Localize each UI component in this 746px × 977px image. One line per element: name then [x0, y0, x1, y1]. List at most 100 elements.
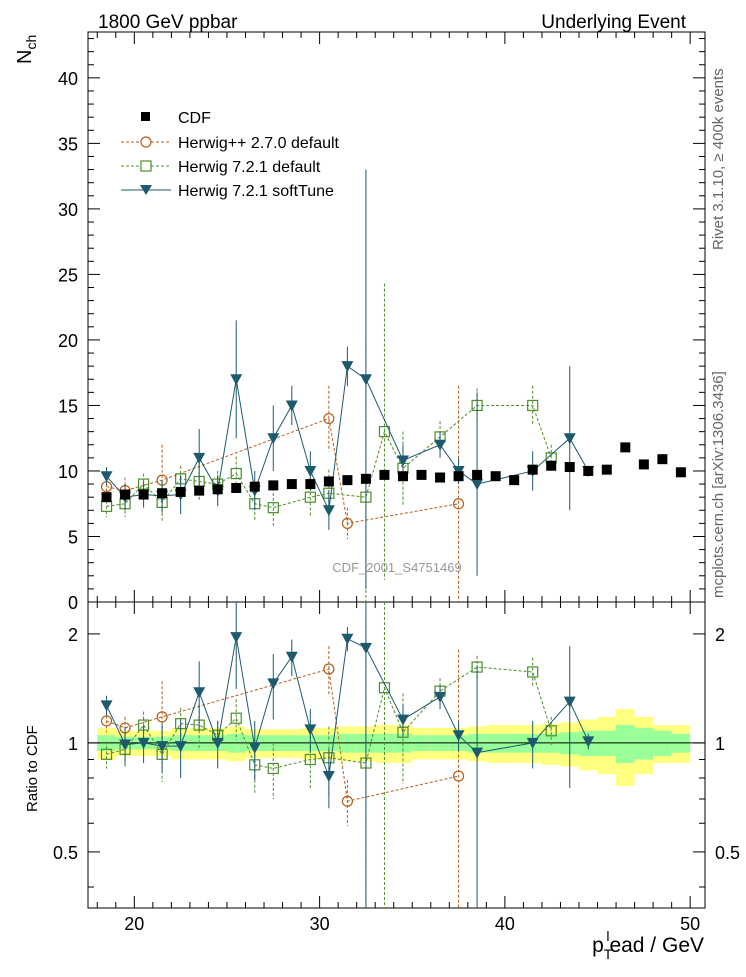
data-point: [305, 479, 316, 490]
data-point: [230, 467, 242, 480]
main-y-axis-label-sub: ch: [23, 35, 39, 50]
side-label-bottom: mcplots.cern.ch [arXiv:1306.3436]: [710, 371, 727, 598]
legend-label-herwig7-softtune: Herwig 7.2.1 softTune: [178, 183, 334, 200]
data-point: [323, 663, 335, 675]
ratio-band-stat: [634, 727, 654, 760]
main-y-tick-label: 5: [68, 527, 78, 547]
x-tick-label: 30: [310, 914, 330, 934]
data-point: [285, 651, 298, 663]
ratio-panel-data: [100, 602, 595, 908]
x-axis-label-rest: ead / GeV: [609, 934, 704, 957]
legend-marker-cdf: [141, 112, 150, 121]
data-point: [341, 517, 353, 529]
legend-item-herwig7-default: Herwig 7.2.1 default: [121, 159, 321, 176]
data-point: [342, 475, 353, 486]
x-tick-label: 40: [495, 914, 515, 934]
data-point: [119, 739, 132, 751]
header-left-title: 1800 GeV ppbar: [98, 12, 238, 33]
ratio-band-stat: [616, 725, 635, 764]
data-point: [120, 489, 131, 500]
data-point: [249, 481, 260, 492]
data-point: [396, 714, 409, 726]
data-point: [526, 737, 539, 749]
data-point: [434, 439, 447, 451]
data-point: [194, 485, 205, 496]
main-series-3: [100, 169, 595, 589]
data-point: [360, 473, 371, 484]
legend-label-herwig7-default: Herwig 7.2.1 default: [178, 159, 321, 176]
data-point: [359, 642, 372, 654]
main-panel-data: [100, 169, 686, 602]
data-point: [267, 678, 280, 690]
data-point: [452, 730, 465, 742]
ratio-y-tick-label: 0.5: [53, 843, 78, 863]
data-point: [285, 400, 298, 412]
ratio-band-stat: [597, 730, 617, 757]
data-point: [396, 455, 409, 467]
series-line: [106, 637, 589, 779]
data-point: [638, 459, 649, 470]
data-point: [675, 467, 686, 478]
ratio-y-tick-label-right: 2: [715, 625, 725, 645]
data-point: [527, 399, 539, 412]
x-tick-label: 50: [680, 914, 700, 934]
data-point: [527, 464, 538, 475]
data-point: [267, 502, 279, 514]
legend-label-herwigpp: Herwig++ 2.7.0 default: [178, 135, 340, 152]
ratio-series-3: [100, 602, 595, 908]
main-series-0: [101, 442, 686, 503]
main-y-tick-label: 10: [58, 462, 78, 482]
x-axis-label-sub: T: [604, 946, 613, 962]
data-point: [546, 460, 557, 471]
data-point: [138, 489, 149, 500]
data-point: [341, 633, 354, 645]
data-point: [471, 747, 484, 759]
ratio-y-axis-label: Ratio to CDF: [24, 725, 41, 812]
main-y-tick-label: 0: [68, 593, 78, 613]
data-point: [100, 471, 113, 483]
data-point: [304, 491, 316, 503]
data-point: [472, 469, 483, 480]
ratio-y-tick-label-right: 0.5: [715, 843, 740, 863]
data-point: [156, 711, 168, 723]
data-point: [453, 471, 464, 482]
ratio-band-stat: [653, 730, 672, 757]
data-point: [230, 374, 243, 386]
data-point: [564, 462, 575, 473]
data-point: [101, 492, 112, 503]
data-point: [174, 741, 187, 753]
main-y-tick-label: 20: [58, 331, 78, 351]
data-point: [323, 476, 334, 487]
data-point: [341, 361, 354, 373]
data-point: [323, 412, 335, 425]
data-point: [509, 475, 520, 486]
data-point: [100, 748, 113, 760]
data-point: [193, 687, 206, 699]
watermark: CDF_2001_S4751469: [332, 560, 461, 575]
data-point: [267, 762, 279, 775]
main-y-tick-label: 30: [58, 200, 78, 220]
data-point: [193, 452, 206, 464]
data-point: [212, 484, 223, 495]
data-point: [471, 479, 484, 491]
x-axis-label-sup: l: [606, 928, 609, 944]
data-point: [322, 771, 335, 783]
ratio-y-tick-label: 1: [68, 734, 78, 754]
legend-marker-herwigpp: [140, 136, 152, 148]
main-y-tick-label: 35: [58, 134, 78, 154]
legend-item-cdf: CDF: [141, 110, 211, 127]
legend: CDF Herwig++ 2.7.0 default Herwig 7.2.1 …: [121, 110, 340, 200]
data-point: [379, 469, 390, 480]
data-point: [100, 715, 113, 727]
data-point: [137, 737, 150, 749]
x-axis-label-main: p: [592, 934, 604, 957]
data-point: [582, 736, 595, 748]
data-point: [563, 433, 576, 445]
data-point: [304, 465, 317, 477]
data-point: [322, 505, 335, 517]
main-y-tick-label: 15: [58, 396, 78, 416]
data-point: [304, 753, 316, 766]
data-point: [563, 696, 576, 708]
x-tick-label: 20: [124, 914, 144, 934]
